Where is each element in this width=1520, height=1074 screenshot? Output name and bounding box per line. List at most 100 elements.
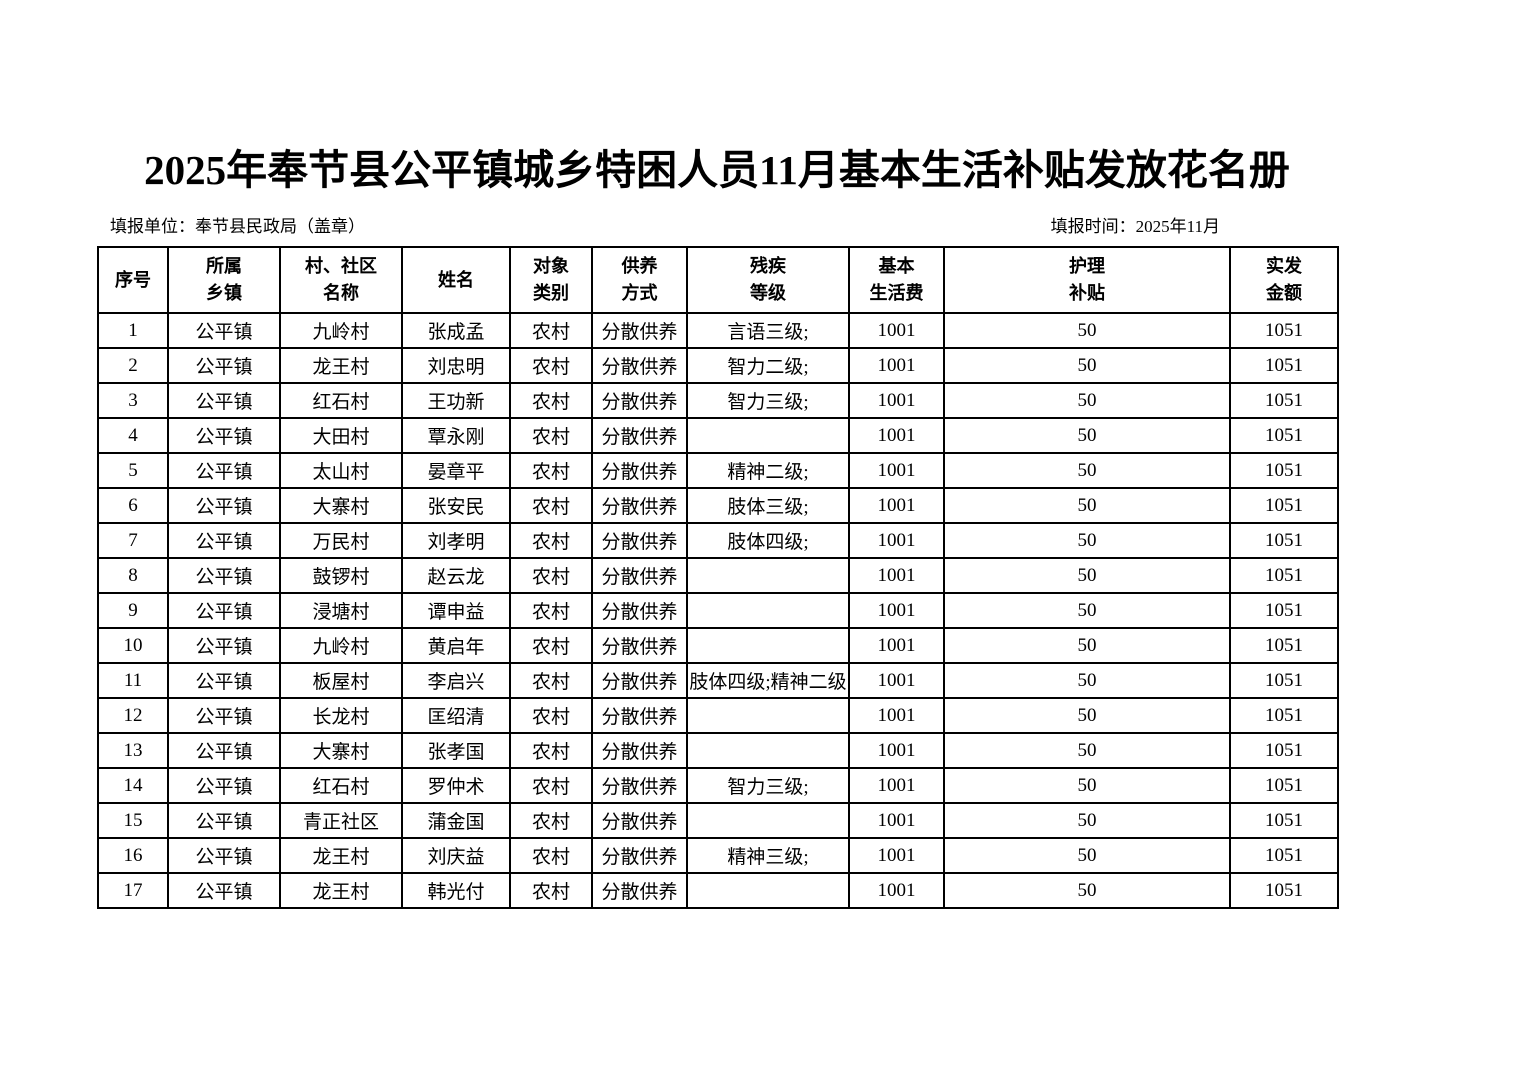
column-header-disability: 残疾 等级 (686, 246, 850, 315)
table-row: 14 公平镇 红石村 罗仲术 农村 分散供养 智力三级; 1001 50 1051 (97, 767, 1339, 805)
table-cell-care-subsidy: 50 (943, 382, 1231, 420)
column-header-total-paid: 实发 金额 (1229, 246, 1339, 315)
table-cell-name: 赵云龙 (401, 557, 511, 595)
table-header: 序号 所属 乡镇 村、社区 名称 姓名 对象 类别 供养 方式 残疾 等级 基本… (97, 246, 1339, 315)
table-cell-index: 7 (97, 522, 169, 560)
table-cell-basic-allowance: 1001 (848, 312, 945, 350)
table-cell-support-type: 分散供养 (591, 767, 688, 805)
table-cell-township: 公平镇 (167, 662, 281, 700)
table-cell-name: 刘忠明 (401, 347, 511, 385)
table-cell-total-paid: 1051 (1229, 802, 1339, 840)
table-cell-basic-allowance: 1001 (848, 452, 945, 490)
table-cell-index: 1 (97, 312, 169, 350)
table-cell-index: 15 (97, 802, 169, 840)
table-cell-category: 农村 (509, 837, 593, 875)
table-cell-basic-allowance: 1001 (848, 487, 945, 525)
header-row: 序号 所属 乡镇 村、社区 名称 姓名 对象 类别 供养 方式 残疾 等级 基本… (97, 246, 1339, 315)
table-cell-township: 公平镇 (167, 837, 281, 875)
table-cell-basic-allowance: 1001 (848, 627, 945, 665)
table-cell-disability: 肢体三级; (686, 487, 850, 525)
table-cell-category: 农村 (509, 802, 593, 840)
table-row: 5 公平镇 太山村 晏章平 农村 分散供养 精神二级; 1001 50 1051 (97, 452, 1339, 490)
table-cell-support-type: 分散供养 (591, 452, 688, 490)
table-cell-total-paid: 1051 (1229, 452, 1339, 490)
table-cell-support-type: 分散供养 (591, 487, 688, 525)
table-cell-village: 大田村 (279, 417, 403, 455)
table-cell-total-paid: 1051 (1229, 627, 1339, 665)
table-cell-village: 龙王村 (279, 347, 403, 385)
table-cell-care-subsidy: 50 (943, 557, 1231, 595)
table-cell-township: 公平镇 (167, 382, 281, 420)
table-cell-category: 农村 (509, 452, 593, 490)
table-cell-disability: 肢体四级; (686, 522, 850, 560)
table-cell-village: 红石村 (279, 382, 403, 420)
table-cell-total-paid: 1051 (1229, 697, 1339, 735)
table-cell-care-subsidy: 50 (943, 767, 1231, 805)
table-cell-index: 4 (97, 417, 169, 455)
table-cell-village: 浸塘村 (279, 592, 403, 630)
table-cell-support-type: 分散供养 (591, 382, 688, 420)
table-cell-index: 3 (97, 382, 169, 420)
table-cell-total-paid: 1051 (1229, 522, 1339, 560)
table-cell-basic-allowance: 1001 (848, 557, 945, 595)
table-cell-category: 农村 (509, 872, 593, 910)
table-cell-category: 农村 (509, 417, 593, 455)
table-cell-category: 农村 (509, 732, 593, 770)
table-row: 11 公平镇 板屋村 李启兴 农村 分散供养 肢体四级;精神二级 1001 50 1051 (97, 662, 1339, 700)
table-row: 12 公平镇 长龙村 匡绍清 农村 分散供养 1001 50 1051 (97, 697, 1339, 735)
table-cell-township: 公平镇 (167, 347, 281, 385)
table-cell-disability: 智力二级; (686, 347, 850, 385)
table-cell-category: 农村 (509, 767, 593, 805)
table-cell-category: 农村 (509, 312, 593, 350)
table-cell-care-subsidy: 50 (943, 312, 1231, 350)
page-title: 2025年奉节县公平镇城乡特困人员11月基本生活补贴发放花名册 (144, 147, 1290, 193)
table-cell-care-subsidy: 50 (943, 802, 1231, 840)
table-cell-disability: 肢体四级;精神二级 (686, 662, 850, 700)
table-cell-total-paid: 1051 (1229, 312, 1339, 350)
table-cell-category: 农村 (509, 487, 593, 525)
table-cell-care-subsidy: 50 (943, 487, 1231, 525)
table-cell-total-paid: 1051 (1229, 417, 1339, 455)
table-cell-total-paid: 1051 (1229, 382, 1339, 420)
table-row: 17 公平镇 龙王村 韩光付 农村 分散供养 1001 50 1051 (97, 872, 1339, 910)
meta-row: 填报单位：奉节县民政局（盖章） 填报时间：2025年11月 (97, 212, 1337, 237)
table-cell-index: 6 (97, 487, 169, 525)
table-cell-basic-allowance: 1001 (848, 417, 945, 455)
table-cell-index: 16 (97, 837, 169, 875)
table-row: 15 公平镇 青正社区 蒲金国 农村 分散供养 1001 50 1051 (97, 802, 1339, 840)
column-header-village: 村、社区 名称 (279, 246, 403, 315)
table-cell-name: 谭申益 (401, 592, 511, 630)
table-cell-care-subsidy: 50 (943, 697, 1231, 735)
table-cell-category: 农村 (509, 627, 593, 665)
table-cell-index: 10 (97, 627, 169, 665)
table-cell-support-type: 分散供养 (591, 557, 688, 595)
table-cell-index: 5 (97, 452, 169, 490)
table-row: 9 公平镇 浸塘村 谭申益 农村 分散供养 1001 50 1051 (97, 592, 1339, 630)
table-cell-village: 太山村 (279, 452, 403, 490)
table-cell-village: 青正社区 (279, 802, 403, 840)
table-cell-care-subsidy: 50 (943, 347, 1231, 385)
table-cell-basic-allowance: 1001 (848, 872, 945, 910)
table-row: 8 公平镇 鼓锣村 赵云龙 农村 分散供养 1001 50 1051 (97, 557, 1339, 595)
table-cell-disability: 言语三级; (686, 312, 850, 350)
table-cell-village: 大寨村 (279, 732, 403, 770)
table-cell-name: 晏章平 (401, 452, 511, 490)
table-cell-care-subsidy: 50 (943, 522, 1231, 560)
table-cell-basic-allowance: 1001 (848, 592, 945, 630)
table-cell-name: 覃永刚 (401, 417, 511, 455)
table-row: 7 公平镇 万民村 刘孝明 农村 分散供养 肢体四级; 1001 50 1051 (97, 522, 1339, 560)
table-cell-total-paid: 1051 (1229, 767, 1339, 805)
column-header-care-subsidy: 护理 补贴 (943, 246, 1231, 315)
table-cell-index: 8 (97, 557, 169, 595)
table-cell-township: 公平镇 (167, 802, 281, 840)
table-cell-basic-allowance: 1001 (848, 767, 945, 805)
table-cell-township: 公平镇 (167, 557, 281, 595)
table-cell-disability (686, 802, 850, 840)
table-cell-care-subsidy: 50 (943, 417, 1231, 455)
table-cell-name: 刘庆益 (401, 837, 511, 875)
table-cell-name: 刘孝明 (401, 522, 511, 560)
table-row: 16 公平镇 龙王村 刘庆益 农村 分散供养 精神三级; 1001 50 1051 (97, 837, 1339, 875)
table-row: 2 公平镇 龙王村 刘忠明 农村 分散供养 智力二级; 1001 50 1051 (97, 347, 1339, 385)
table-row: 4 公平镇 大田村 覃永刚 农村 分散供养 1001 50 1051 (97, 417, 1339, 455)
table-row: 10 公平镇 九岭村 黄启年 农村 分散供养 1001 50 1051 (97, 627, 1339, 665)
